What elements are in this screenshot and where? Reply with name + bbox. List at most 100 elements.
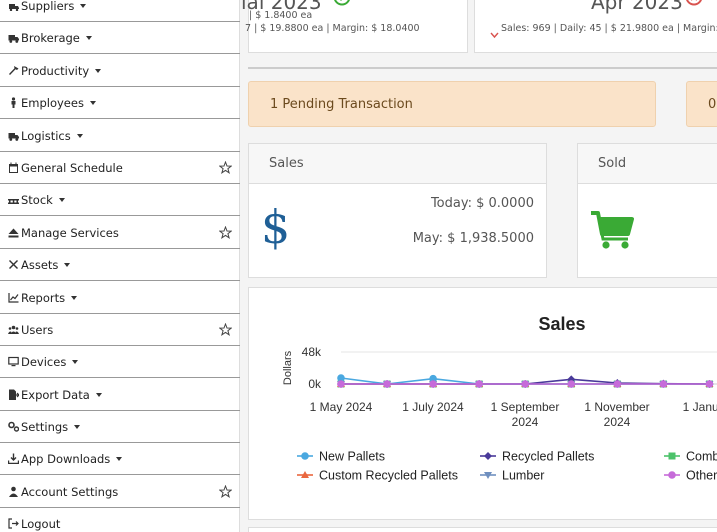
sidebar-item-label: Productivity — [21, 63, 90, 78]
check-circle-icon — [333, 0, 351, 10]
chart-point — [521, 380, 530, 388]
sidebar-item-brokerage[interactable]: Brokerage — [0, 22, 240, 54]
top-card-left-line2: 7 | $ 19.8800 ea | Margin: $ 18.0400 — [245, 23, 420, 34]
dollar-icon: $ — [261, 200, 291, 254]
chart-legend-item[interactable]: New Pallets — [297, 450, 385, 464]
chart-ytick-label: 0k — [308, 377, 322, 391]
sidebar-item-label: Users — [21, 322, 54, 337]
top-card-left-title: ıal 2023 — [241, 0, 322, 14]
chart-xtick-label: 1 September 2024 — [491, 400, 560, 429]
chart-point — [475, 380, 483, 388]
sidebar-item-label: Settings — [21, 419, 69, 434]
sidebar-item-logistics[interactable]: Logistics — [0, 120, 240, 152]
cart-icon — [590, 210, 634, 254]
chart-xtick-label: 1 November 2024 — [584, 400, 649, 429]
pending-right-text: 0 — [708, 96, 717, 112]
top-card-right-line1: Sales: 969 | Daily: 45 | $ 21.9800 ea | … — [501, 23, 717, 34]
caret-down-icon — [72, 359, 79, 364]
top-card-left: ıal 2023 | $ 1.8400 ea 7 | $ 19.8800 ea … — [241, 0, 468, 53]
sidebar-item-general-schedule[interactable]: General Schedule — [0, 152, 240, 184]
chart-legend-label: Recycled Pallets — [502, 450, 594, 464]
chart-point — [668, 452, 676, 460]
chart-point — [705, 380, 714, 388]
sidebar-item-manage-services[interactable]: Manage Services — [0, 217, 240, 249]
sales-card: Sales $ Today: $ 0.0000 May: $ 1,938.500… — [248, 143, 547, 278]
sidebar-item-label: Logistics — [21, 128, 71, 143]
chart-point — [337, 374, 345, 382]
sidebar-item-label: App Downloads — [21, 451, 111, 466]
chart-point — [429, 374, 437, 383]
chart-point — [567, 380, 576, 388]
chart-legend-item[interactable]: Lumber — [480, 469, 544, 483]
sidebar-item-settings[interactable]: Settings — [0, 411, 240, 443]
sidebar-item-label: Account Settings — [21, 484, 119, 499]
sidebar-item-label: Employees — [21, 95, 84, 110]
chart-legend-label: New Pallets — [319, 450, 385, 464]
sidebar-item-label: Reports — [21, 290, 66, 305]
sidebar-item-stock[interactable]: Stock — [0, 184, 240, 216]
caret-down-icon — [95, 68, 102, 73]
chart-legend-label: Other — [686, 469, 717, 483]
user-icon — [7, 486, 19, 498]
truck-icon — [7, 32, 19, 44]
chart-legend-item[interactable]: Other — [664, 469, 717, 483]
file-export-icon — [7, 389, 19, 401]
sidebar-item-suppliers[interactable]: Suppliers — [0, 0, 240, 22]
chevron-down-icon — [490, 24, 499, 43]
sold-card: Sold — [577, 143, 717, 278]
chart-point — [429, 380, 437, 388]
sidebar-item-label: Suppliers — [21, 0, 75, 13]
star-icon[interactable] — [218, 225, 233, 239]
gears-icon — [7, 421, 19, 433]
chart-point — [613, 380, 622, 388]
chart-legend-label: Comb — [686, 450, 717, 464]
person-icon — [7, 97, 19, 109]
sidebar-item-productivity[interactable]: Productivity — [0, 55, 240, 87]
sidebar-item-reports[interactable]: Reports — [0, 282, 240, 314]
chart-point — [301, 452, 309, 460]
supplier-icon — [7, 0, 19, 12]
caret-down-icon — [64, 262, 71, 267]
sidebar-item-label: Brokerage — [21, 30, 80, 45]
chart-point — [484, 452, 492, 460]
sales-chart: Sales Dollars 48k 0k 1 May 2024 1 July 202… — [282, 314, 717, 483]
chart-point — [484, 472, 492, 479]
sidebar-item-app-downloads[interactable]: App Downloads — [0, 443, 240, 475]
sidebar-item-users[interactable]: Users — [0, 314, 240, 346]
chart-point — [337, 380, 345, 388]
caret-down-icon — [71, 295, 78, 300]
sales-card-header: Sales — [249, 144, 546, 184]
caret-down-icon — [95, 392, 102, 397]
pallet-icon — [7, 194, 19, 206]
pending-transaction-alert[interactable]: 1 Pending Transaction — [248, 81, 656, 127]
star-icon[interactable] — [218, 322, 233, 336]
pending-alert-right[interactable]: 0 — [686, 81, 717, 127]
sales-chart-card: Sales Dollars 48k 0k 1 May 2024 1 July 202… — [248, 287, 717, 520]
tools-icon — [7, 259, 19, 271]
caret-down-icon — [116, 456, 123, 461]
star-icon[interactable] — [218, 160, 233, 174]
star-icon[interactable] — [218, 484, 233, 498]
chart-ylabel: Dollars — [282, 350, 294, 385]
sidebar-item-logout[interactable]: Logout — [0, 508, 240, 532]
chart-point — [668, 471, 676, 479]
bottom-card — [248, 527, 717, 532]
pending-transaction-text: 1 Pending Transaction — [270, 96, 413, 112]
sidebar-item-employees[interactable]: Employees — [0, 87, 240, 119]
chart-legend-label: Lumber — [502, 469, 544, 483]
sales-card-title: Sales — [269, 156, 304, 171]
top-card-right-title: Apr 2023 — [591, 0, 683, 14]
sidebar-item-label: Stock — [21, 192, 53, 207]
sidebar-item-devices[interactable]: Devices — [0, 346, 240, 378]
truck-icon — [7, 130, 19, 142]
caret-down-icon — [80, 3, 87, 8]
sidebar-item-label: Export Data — [21, 387, 90, 402]
sidebar-item-account-settings[interactable]: Account Settings — [0, 476, 240, 508]
chart-legend-item[interactable]: Recycled Pallets — [480, 450, 594, 464]
chart-legend-item[interactable]: Custom Recycled Pallets — [297, 469, 458, 483]
top-card-left-line1: | $ 1.8400 ea — [249, 10, 313, 21]
sidebar-item-assets[interactable]: Assets — [0, 249, 240, 281]
sidebar-item-label: General Schedule — [21, 160, 123, 175]
chart-legend-item[interactable]: Comb — [664, 450, 717, 464]
sidebar-item-export-data[interactable]: Export Data — [0, 379, 240, 411]
